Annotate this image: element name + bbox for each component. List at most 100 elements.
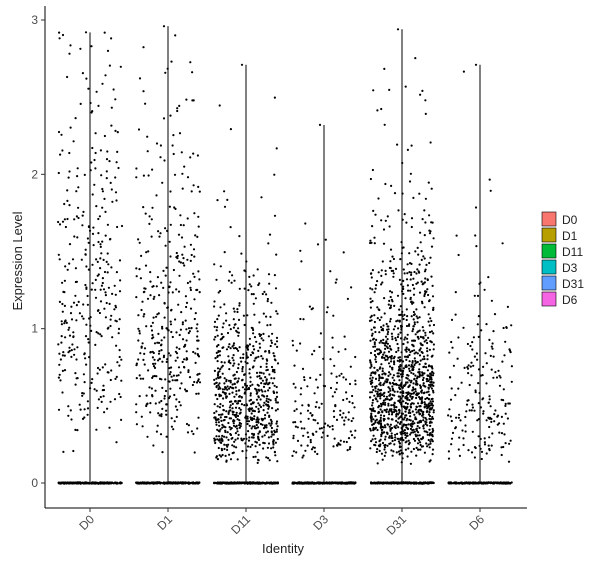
point-D3: [300, 427, 303, 430]
point-D11: [246, 314, 249, 317]
point-D11: [215, 345, 219, 348]
point-D0: [74, 383, 77, 386]
point-D1: [164, 244, 167, 247]
point-D0: [84, 253, 87, 256]
point-D0: [98, 215, 101, 218]
point-D1: [135, 275, 138, 278]
point-D11: [245, 260, 248, 263]
point-D6: [466, 482, 469, 485]
point-D11: [260, 388, 263, 391]
point-D11: [249, 394, 252, 397]
point-D11: [268, 233, 272, 236]
point-D6: [450, 340, 453, 344]
point-D11: [240, 481, 243, 484]
point-D31: [429, 256, 432, 259]
point-D31: [389, 290, 392, 293]
point-D1: [150, 387, 153, 390]
point-D3: [348, 400, 351, 403]
point-D31: [403, 272, 406, 275]
point-D11: [223, 388, 226, 391]
point-D11: [253, 359, 256, 362]
point-D0: [57, 171, 60, 175]
point-D11: [229, 226, 232, 229]
point-D1: [171, 335, 174, 339]
point-D31: [374, 358, 377, 361]
point-D1: [148, 215, 151, 218]
point-D31: [384, 269, 387, 272]
point-D0: [80, 258, 83, 261]
point-D11: [219, 289, 222, 293]
point-D0: [85, 363, 88, 366]
point-D11: [272, 443, 275, 446]
point-D31: [369, 297, 372, 300]
point-D31: [392, 275, 395, 278]
point-D31: [398, 416, 401, 419]
point-D0: [119, 65, 122, 68]
point-D11: [262, 332, 265, 335]
point-D1: [150, 218, 153, 221]
point-D11: [219, 394, 223, 397]
point-D6: [464, 424, 467, 427]
point-D11: [237, 377, 240, 380]
point-D1: [197, 416, 200, 419]
point-D11: [274, 397, 277, 400]
point-D11: [215, 423, 218, 426]
point-D31: [396, 359, 399, 362]
point-D31: [411, 330, 414, 333]
point-D6: [460, 381, 463, 384]
point-D11: [275, 420, 279, 423]
point-D31: [411, 395, 414, 399]
point-D11: [248, 424, 251, 427]
point-D11: [213, 300, 216, 303]
point-D31: [374, 390, 377, 393]
point-D31: [405, 278, 409, 281]
point-D3: [306, 431, 309, 434]
point-D31: [409, 427, 412, 430]
point-D31: [394, 337, 397, 340]
point-D11: [246, 415, 249, 418]
point-D0: [106, 223, 109, 226]
point-D31: [369, 377, 372, 380]
point-D1: [157, 332, 160, 335]
point-D31: [401, 457, 404, 460]
point-D31: [430, 319, 433, 323]
point-D3: [343, 335, 346, 338]
point-D6: [498, 431, 501, 434]
point-D31: [418, 192, 421, 195]
point-D6: [502, 422, 505, 425]
point-D31: [392, 257, 395, 261]
point-D0: [90, 288, 93, 291]
point-D31: [427, 320, 430, 323]
point-D11: [249, 392, 252, 395]
point-D31: [379, 414, 383, 417]
point-D1: [192, 248, 196, 251]
point-D31: [378, 374, 381, 377]
point-D0: [94, 296, 98, 299]
point-D11: [255, 421, 258, 424]
point-D31: [409, 462, 412, 465]
point-D3: [312, 433, 315, 436]
point-D1: [142, 482, 145, 485]
point-D0: [81, 72, 84, 75]
point-D0: [70, 318, 74, 321]
point-D1: [155, 285, 158, 288]
point-D31: [370, 481, 373, 484]
point-D31: [398, 422, 402, 425]
point-D3: [314, 405, 317, 408]
point-D31: [432, 391, 435, 394]
point-D0: [110, 37, 113, 40]
point-D6: [506, 482, 509, 485]
point-D31: [403, 429, 406, 432]
point-D31: [430, 421, 433, 424]
point-D11: [273, 451, 276, 454]
point-D31: [401, 371, 404, 374]
point-D1: [170, 417, 173, 420]
point-D11: [227, 412, 230, 415]
point-D1: [192, 152, 195, 155]
point-D0: [62, 450, 65, 453]
point-D0: [104, 74, 107, 77]
point-D3: [332, 445, 335, 448]
point-D31: [409, 415, 412, 418]
point-D11: [270, 435, 273, 438]
point-D11: [246, 356, 249, 359]
